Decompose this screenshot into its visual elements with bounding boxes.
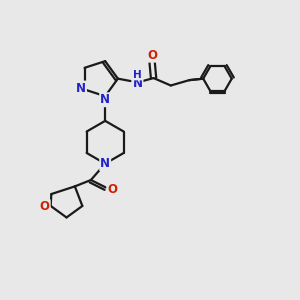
Text: N: N xyxy=(133,77,142,90)
Text: N: N xyxy=(100,93,110,106)
Text: N: N xyxy=(76,82,86,94)
Text: N: N xyxy=(100,157,110,170)
Text: O: O xyxy=(147,49,157,62)
Text: O: O xyxy=(40,200,50,213)
Text: H: H xyxy=(133,70,142,80)
Text: O: O xyxy=(107,183,117,196)
